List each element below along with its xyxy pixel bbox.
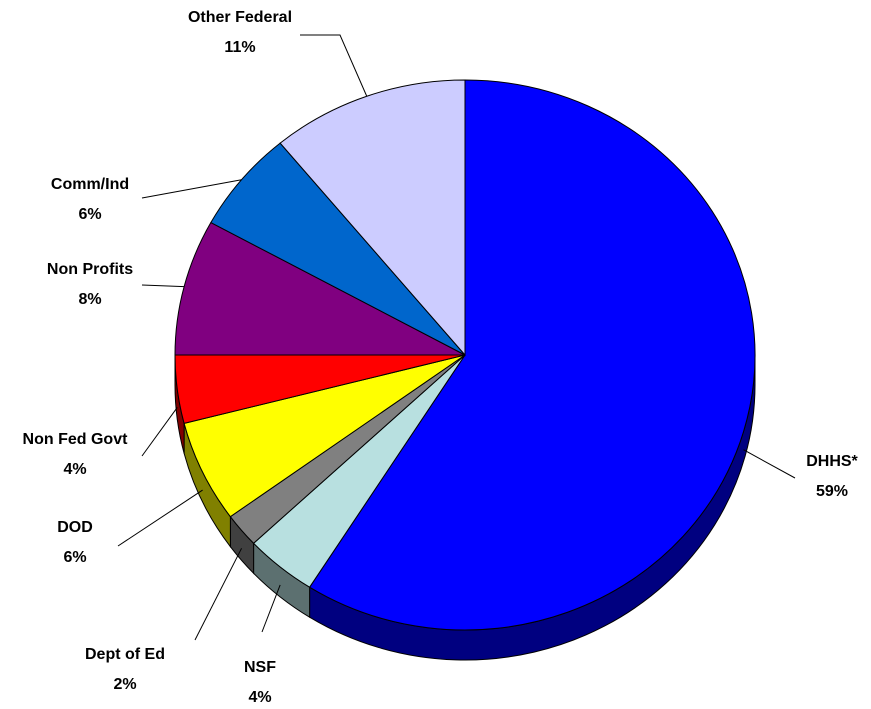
slice-label: NSF [244,659,276,676]
slice-label: Non Fed Govt [23,431,129,448]
slice-label: Dept of Ed [85,646,165,663]
slice-value-label: 2% [113,676,136,693]
leader-line [743,449,796,479]
leader-line [141,179,242,199]
leader-line [194,548,242,641]
slice-label: DOD [57,519,93,536]
leader-line [300,34,368,97]
slice-value-label: 4% [63,461,86,478]
slice-value-label: 59% [816,483,848,500]
leader-line [261,584,281,633]
pie-slice [174,221,466,356]
slice-value-label: 11% [224,39,255,56]
slice-label: Other Federal [188,9,292,26]
slice-value-label: 8% [78,291,101,308]
slice-value-label: 4% [248,689,271,706]
leader-line [141,407,178,457]
slice-label: Non Profits [47,261,133,278]
leader-line [117,489,203,547]
slice-value-label: 6% [63,549,86,566]
slice-label: DHHS* [806,453,858,470]
slice-value-label: 6% [78,206,101,223]
pie-slice [308,79,756,631]
pie-slice [279,79,466,357]
slice-label: Comm/Ind [51,176,129,193]
leader-line [141,284,185,288]
